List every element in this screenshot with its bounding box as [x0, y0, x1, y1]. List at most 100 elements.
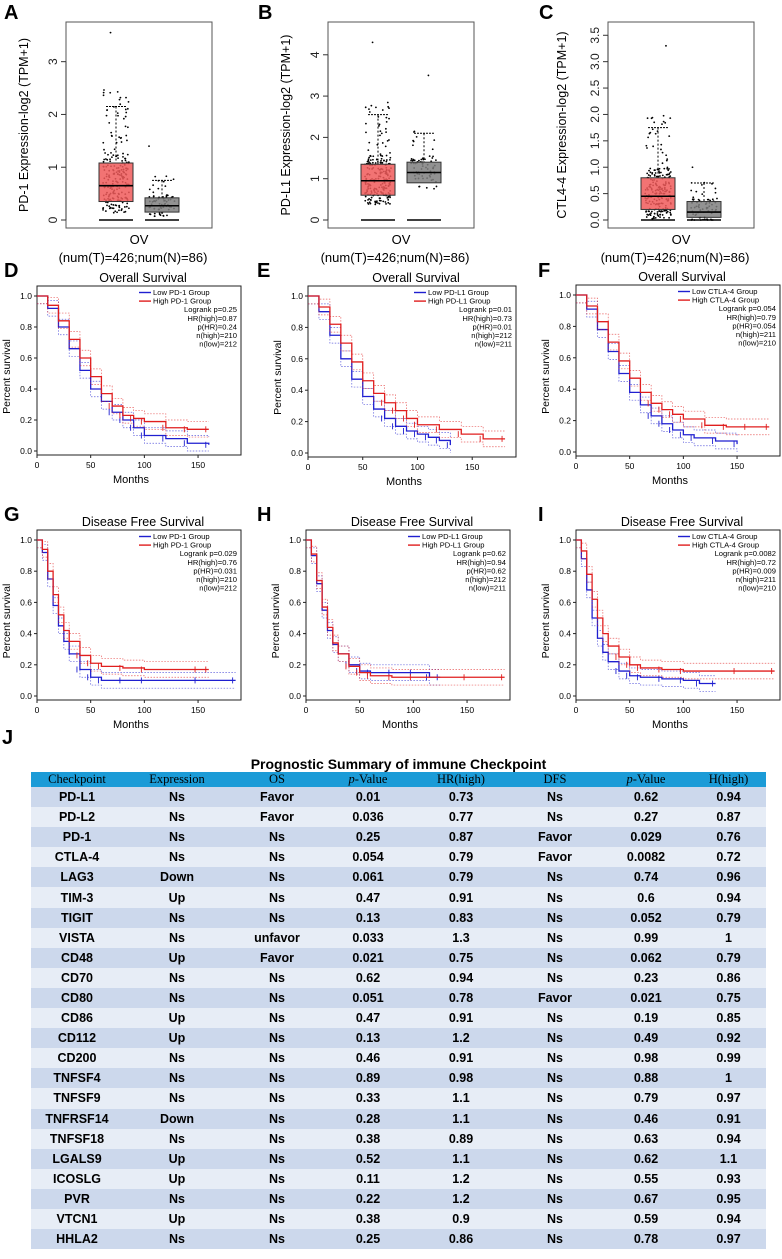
column-header: H(high) — [691, 772, 766, 787]
data-point — [102, 94, 105, 97]
x-tick-label: 0 — [574, 461, 579, 471]
data-point — [432, 155, 434, 158]
y-tick-label: 0.4 — [20, 629, 32, 639]
table-cell: TIM-3 — [31, 887, 123, 908]
table-row: TNFSF4 Ns Ns 0.89 0.98 Ns 0.88 1 — [31, 1068, 766, 1089]
data-point — [383, 159, 385, 162]
data-point — [388, 139, 390, 141]
data-point — [370, 104, 373, 107]
table-cell: Ns — [123, 907, 231, 928]
legend-entry: High CTLA-4 Group — [692, 541, 759, 550]
data-point — [378, 202, 381, 205]
survival-curve — [308, 295, 451, 446]
data-point — [367, 149, 370, 152]
data-point — [650, 212, 652, 215]
data-point — [385, 154, 388, 157]
table-cell: 0.79 — [691, 947, 766, 968]
data-point — [660, 148, 662, 151]
data-point — [418, 185, 421, 188]
data-point — [153, 215, 156, 218]
table-cell: 0.19 — [601, 1008, 691, 1029]
table-cell: Ns — [509, 1048, 601, 1069]
series-low — [308, 295, 451, 453]
data-point — [385, 160, 388, 163]
x-axis-label: OV — [130, 232, 149, 247]
data-point — [664, 121, 667, 124]
column-header: OS — [231, 772, 323, 787]
data-point — [662, 114, 665, 117]
survival-curve — [576, 294, 738, 445]
data-point — [372, 155, 375, 158]
table-cell: Ns — [123, 1229, 231, 1250]
table-row: TNFSF9 Ns Ns 0.33 1.1 Ns 0.79 0.97 — [31, 1088, 766, 1109]
y-tick-label: 2 — [308, 134, 322, 141]
data-point — [385, 203, 387, 205]
table-cell: Ns — [231, 1008, 323, 1029]
tumor-box — [360, 41, 396, 221]
legend-stat: p(HR)=0.054 — [732, 321, 776, 330]
data-point — [410, 158, 413, 160]
data-point — [435, 159, 437, 162]
data-point — [656, 212, 659, 215]
y-tick-label: 4 — [308, 51, 322, 58]
legend-stat: Logrank p=0.25 — [184, 305, 237, 314]
data-point — [647, 136, 650, 139]
table-cell: 0.89 — [323, 1068, 413, 1089]
data-point — [379, 154, 382, 157]
table-cell: Ns — [509, 1148, 601, 1169]
ci-upper — [37, 539, 209, 663]
table-cell: Ns — [509, 1128, 601, 1149]
data-point — [148, 195, 151, 198]
table-cell: 1.1 — [413, 1108, 509, 1129]
data-point — [376, 200, 378, 203]
data-point — [376, 202, 379, 204]
table-cell: Ns — [231, 967, 323, 988]
data-point — [126, 139, 128, 142]
legend-stat: n(high)=210 — [196, 575, 237, 584]
legend-stat: p(HR)=0.62 — [467, 566, 506, 575]
legend-entry: Low PD-L1 Group — [422, 532, 483, 541]
table-cell: Ns — [509, 1068, 601, 1089]
x-axis-label: Months — [113, 719, 150, 731]
survival-curve — [576, 539, 775, 672]
table-cell: 0.33 — [323, 1088, 413, 1109]
table-cell: 0.47 — [323, 887, 413, 908]
data-point — [109, 31, 112, 34]
data-point — [126, 126, 129, 129]
plot-frame — [36, 285, 242, 456]
data-point — [413, 159, 416, 162]
table-cell: Ns — [509, 887, 601, 908]
plot-title: Overall Survival — [372, 271, 460, 285]
y-tick-label: 1.0 — [289, 535, 301, 545]
legend-entry: High PD-1 Group — [153, 297, 211, 306]
data-point — [165, 195, 168, 198]
data-point — [648, 210, 651, 213]
data-point — [111, 156, 113, 159]
normal-box — [686, 166, 722, 221]
x-tick-label: 150 — [465, 462, 479, 472]
data-point — [109, 160, 112, 163]
table-cell: CD70 — [31, 967, 123, 988]
x-tick-label: 100 — [410, 462, 424, 472]
table-row: LGALS9 Up Ns 0.52 1.1 Ns 0.62 1.1 — [31, 1148, 766, 1169]
ci-upper — [308, 295, 451, 438]
data-point — [661, 214, 664, 216]
table-cell: PVR — [31, 1188, 123, 1209]
data-point — [666, 167, 669, 170]
data-point — [122, 152, 124, 155]
y-tick-label: 3.5 — [588, 27, 602, 44]
data-point — [387, 198, 390, 201]
table-cell: 0.28 — [323, 1108, 413, 1129]
x-axis-sublabel: (num(T)=426;num(N)=86) — [59, 250, 208, 265]
data-point — [656, 211, 659, 213]
y-tick-label: 1 — [308, 175, 322, 182]
data-point — [413, 131, 415, 133]
data-point — [435, 185, 438, 188]
data-point — [102, 141, 105, 144]
data-point — [433, 139, 436, 141]
table-cell: PD-L1 — [31, 787, 123, 808]
figure-panels: 0 1 2 3 PD-1 Expression-log2 (TPM+1) OV (num(T… — [1, 21, 781, 731]
legend-stat: p(HR)=0.01 — [473, 322, 512, 331]
x-tick-label: 150 — [460, 705, 474, 715]
y-axis-label: Percent survival — [540, 339, 552, 414]
